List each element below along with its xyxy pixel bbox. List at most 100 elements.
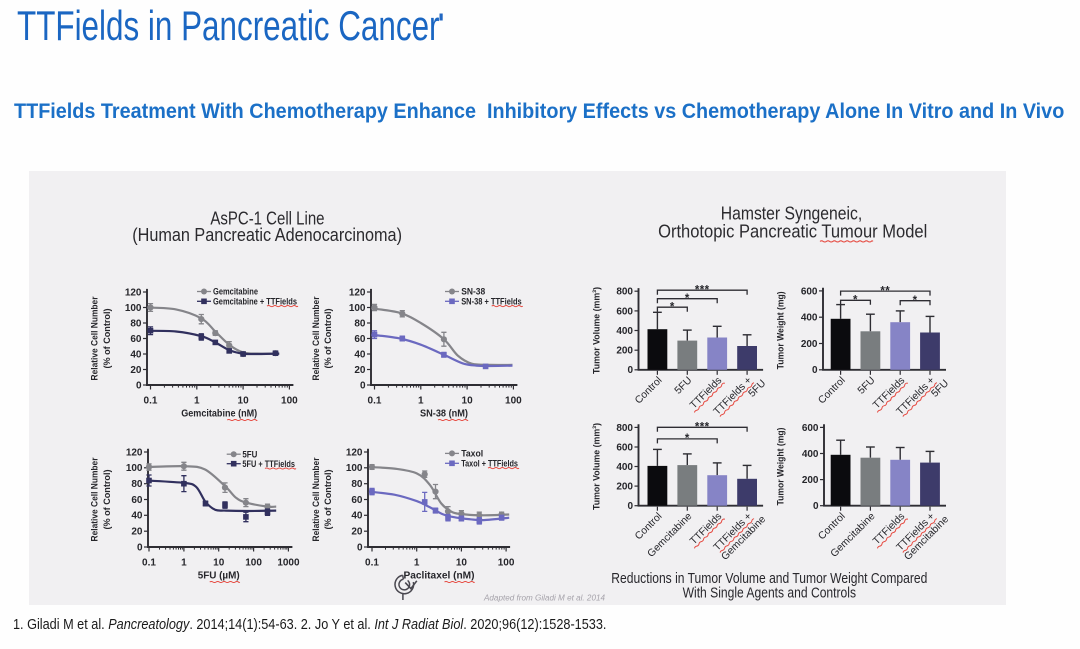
- svg-text:5FU: 5FU: [242, 449, 257, 459]
- svg-text:Taxol + TTFields: Taxol + TTFields: [461, 459, 518, 469]
- svg-text:400: 400: [801, 313, 818, 324]
- svg-text:SN-38 (nM): SN-38 (nM): [420, 408, 468, 420]
- svg-text:With Single Agents and Control: With Single Agents and Controls: [683, 585, 856, 601]
- svg-text:40: 40: [354, 349, 366, 360]
- svg-text:Tumor Volume (mm³): Tumor Volume (mm³): [592, 423, 603, 510]
- svg-text:*: *: [913, 295, 918, 307]
- svg-text:Tumor Volume (mm³): Tumor Volume (mm³): [592, 287, 603, 374]
- svg-text:Tumor Weight (mg): Tumor Weight (mg): [776, 291, 787, 369]
- svg-text:0.1: 0.1: [144, 395, 158, 406]
- svg-text:400: 400: [616, 326, 633, 337]
- svg-text:100: 100: [349, 303, 366, 314]
- svg-text:5FU: 5FU: [673, 375, 695, 397]
- svg-text:80: 80: [130, 318, 142, 329]
- svg-text:1: 1: [418, 395, 424, 406]
- svg-text:Gemcitabine: Gemcitabine: [213, 287, 258, 297]
- svg-text:80: 80: [131, 479, 143, 490]
- svg-text:0: 0: [136, 380, 142, 391]
- svg-text:*: *: [670, 301, 675, 313]
- svg-text:Adapted from Giladi M et al. 2: Adapted from Giladi M et al. 2014: [483, 593, 605, 603]
- svg-text:0: 0: [627, 501, 633, 512]
- svg-text:80: 80: [354, 318, 366, 329]
- svg-text:120: 120: [346, 447, 363, 458]
- svg-text:100: 100: [498, 557, 515, 568]
- svg-text:40: 40: [351, 511, 363, 522]
- svg-text:Relative Cell Number: Relative Cell Number: [90, 296, 101, 380]
- svg-text:200: 200: [801, 339, 818, 350]
- svg-text:5FU (µM): 5FU (µM): [198, 570, 240, 582]
- svg-text:100: 100: [505, 395, 522, 406]
- svg-text:5FU: 5FU: [856, 375, 878, 397]
- svg-text:600: 600: [801, 286, 818, 297]
- svg-text:0: 0: [137, 542, 143, 553]
- svg-text:800: 800: [616, 423, 633, 434]
- svg-text:(% of Control): (% of Control): [323, 309, 334, 369]
- svg-text:0.1: 0.1: [368, 395, 382, 406]
- svg-text:*: *: [853, 295, 858, 307]
- svg-text:600: 600: [616, 306, 633, 317]
- svg-text:120: 120: [349, 287, 366, 298]
- svg-text:40: 40: [131, 511, 143, 522]
- svg-text:40: 40: [130, 349, 142, 360]
- svg-text:120: 120: [126, 447, 143, 458]
- svg-text:20: 20: [131, 527, 143, 538]
- svg-text:20: 20: [351, 527, 363, 538]
- svg-text:0: 0: [360, 380, 366, 391]
- svg-text:0.1: 0.1: [142, 557, 156, 568]
- svg-text:10: 10: [213, 557, 225, 568]
- svg-text:0: 0: [627, 365, 633, 376]
- svg-text:100: 100: [245, 557, 262, 568]
- svg-text:Tumor Weight (mg): Tumor Weight (mg): [776, 428, 787, 506]
- svg-text:Taxol: Taxol: [461, 449, 483, 459]
- svg-text:*: *: [685, 433, 690, 445]
- svg-text:400: 400: [802, 449, 819, 460]
- svg-text:Relative Cell Number: Relative Cell Number: [311, 457, 322, 541]
- svg-text:Relative Cell Number: Relative Cell Number: [90, 457, 101, 541]
- svg-text:1: 1: [181, 557, 187, 568]
- svg-text:0: 0: [813, 501, 819, 512]
- svg-text:600: 600: [616, 442, 633, 453]
- svg-text:20: 20: [130, 365, 142, 376]
- svg-text:*: *: [685, 293, 690, 305]
- svg-text:0.1: 0.1: [365, 557, 379, 568]
- svg-text:60: 60: [130, 334, 142, 345]
- svg-text:***: ***: [695, 284, 710, 296]
- svg-text:60: 60: [351, 495, 363, 506]
- svg-text:100: 100: [126, 463, 143, 474]
- svg-text:100: 100: [281, 395, 298, 406]
- svg-text:10: 10: [462, 395, 474, 406]
- svg-text:(Human Pancreatic Adenocarcino: (Human Pancreatic Adenocarcinoma): [132, 224, 402, 245]
- svg-text:10: 10: [238, 395, 250, 406]
- svg-text:1: 1: [194, 395, 200, 406]
- svg-text:Gemcitabine (nM): Gemcitabine (nM): [181, 408, 257, 420]
- svg-text:(% of Control): (% of Control): [323, 470, 334, 530]
- svg-text:0: 0: [812, 365, 818, 376]
- svg-text:Relative Cell Number: Relative Cell Number: [311, 296, 322, 380]
- svg-text:200: 200: [802, 475, 819, 486]
- svg-text:Paclitaxel (nM): Paclitaxel (nM): [404, 570, 475, 582]
- svg-text:Gemcitabine + TTFields: Gemcitabine + TTFields: [213, 297, 297, 307]
- svg-text:Hamster Syngeneic,: Hamster Syngeneic,: [721, 203, 862, 224]
- svg-text:AsPC-1 Cell Line: AsPC-1 Cell Line: [210, 207, 324, 228]
- svg-text:600: 600: [802, 423, 819, 434]
- svg-text:100: 100: [346, 463, 363, 474]
- svg-text:Control: Control: [633, 375, 664, 406]
- svg-text:SN-38: SN-38: [461, 287, 485, 297]
- svg-text:0: 0: [357, 542, 363, 553]
- svg-text:(% of Control): (% of Control): [102, 470, 113, 530]
- svg-text:Orthotopic Pancreatic Tumour M: Orthotopic Pancreatic Tumour Model: [658, 221, 927, 242]
- svg-text:Reductions in Tumor Volume and: Reductions in Tumor Volume and Tumor Wei…: [611, 571, 927, 587]
- svg-text:60: 60: [131, 495, 143, 506]
- svg-text:5FU + TTFields: 5FU + TTFields: [242, 459, 295, 469]
- svg-text:800: 800: [616, 287, 633, 298]
- svg-text:10: 10: [456, 557, 468, 568]
- svg-text:100: 100: [125, 303, 142, 314]
- svg-text:60: 60: [354, 334, 366, 345]
- svg-text:SN-38 + TTFields: SN-38 + TTFields: [461, 297, 522, 307]
- svg-text:20: 20: [354, 365, 366, 376]
- svg-text:1000: 1000: [277, 557, 300, 568]
- svg-text:**: **: [880, 285, 890, 297]
- svg-text:80: 80: [351, 479, 363, 490]
- svg-text:Control: Control: [816, 375, 847, 406]
- svg-text:(% of Control): (% of Control): [102, 309, 113, 369]
